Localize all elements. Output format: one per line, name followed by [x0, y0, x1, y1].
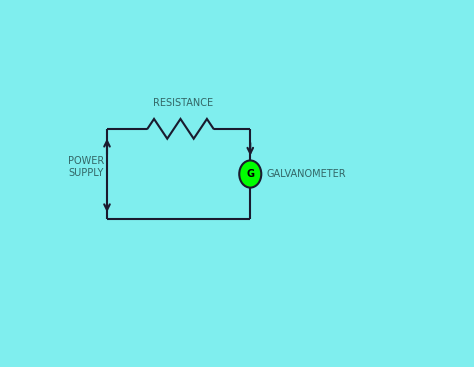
Text: POWER
SUPPLY: POWER SUPPLY	[68, 156, 105, 178]
Text: G: G	[246, 169, 254, 179]
Ellipse shape	[239, 160, 261, 188]
Text: RESISTANCE: RESISTANCE	[153, 98, 213, 108]
Text: GALVANOMETER: GALVANOMETER	[267, 169, 346, 179]
